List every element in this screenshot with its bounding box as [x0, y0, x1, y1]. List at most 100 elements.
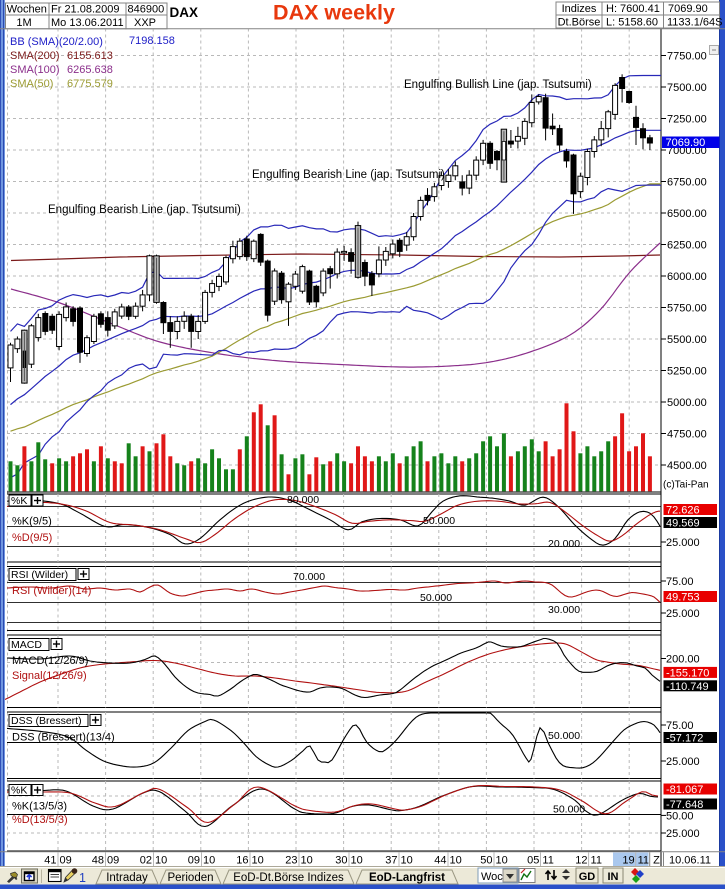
svg-text:846900: 846900 — [128, 4, 165, 16]
svg-text:75.00: 75.00 — [666, 576, 694, 588]
svg-text:80.000: 80.000 — [287, 494, 319, 506]
svg-text:Woc: Woc — [481, 871, 503, 883]
svg-text:%K: %K — [11, 495, 27, 507]
svg-text:50.000: 50.000 — [420, 592, 452, 604]
svg-text:MACD(12/26/9): MACD(12/26/9) — [12, 655, 88, 667]
svg-text:25.000: 25.000 — [666, 608, 700, 620]
svg-text:Dt.Börse: Dt.Börse — [558, 17, 601, 29]
svg-text:25.000: 25.000 — [666, 828, 700, 840]
svg-text:XXP: XXP — [134, 17, 156, 29]
svg-text:6000.00: 6000.00 — [667, 271, 707, 283]
svg-text:25.000: 25.000 — [666, 537, 700, 549]
svg-text:EoD-Langfrist: EoD-Langfrist — [369, 872, 445, 884]
svg-text:L: 5158.60: L: 5158.60 — [606, 17, 658, 29]
svg-text:50.00: 50.00 — [666, 810, 694, 822]
svg-text:5250.00: 5250.00 — [667, 366, 707, 378]
svg-text:48 09: 48 09 — [92, 855, 120, 867]
svg-text:DSS (Bressert): DSS (Bressert) — [11, 715, 82, 727]
svg-text:RSI (Wilder)(14): RSI (Wilder)(14) — [12, 585, 91, 597]
svg-text:(c)Tai-Pan: (c)Tai-Pan — [663, 480, 709, 491]
svg-text:09 10: 09 10 — [188, 855, 216, 867]
svg-text:%D(9/5): %D(9/5) — [12, 532, 52, 544]
svg-text:Indizes: Indizes — [562, 3, 597, 15]
svg-text:7500.00: 7500.00 — [667, 82, 707, 94]
svg-text:DSS (Bressert)(13/4): DSS (Bressert)(13/4) — [12, 732, 115, 744]
svg-text:Engulfing Bearish Line (jap. T: Engulfing Bearish Line (jap. Tsutsumi) — [48, 204, 241, 216]
svg-text:H: 7600.41: H: 7600.41 — [606, 3, 660, 15]
svg-text:Fr 21.08.2009: Fr 21.08.2009 — [51, 4, 120, 16]
svg-text:DAX: DAX — [170, 5, 199, 20]
svg-text:Perioden: Perioden — [167, 872, 213, 884]
svg-text:6500.00: 6500.00 — [667, 208, 707, 220]
svg-text:05 11: 05 11 — [527, 855, 554, 867]
svg-text:5500.00: 5500.00 — [667, 334, 707, 346]
svg-text:Wochen: Wochen — [7, 4, 47, 16]
svg-text:16 10: 16 10 — [236, 855, 264, 867]
svg-text:200.00: 200.00 — [666, 654, 700, 666]
svg-text:7069.90: 7069.90 — [666, 137, 706, 149]
svg-text:SMA(100): SMA(100) — [10, 64, 60, 76]
svg-text:%D(13/5/3): %D(13/5/3) — [12, 814, 68, 826]
svg-text:10.06.11: 10.06.11 — [669, 855, 711, 867]
svg-text:-81.067: -81.067 — [666, 784, 703, 796]
svg-text:-155.170: -155.170 — [666, 667, 709, 679]
svg-text:IN: IN — [608, 871, 619, 883]
svg-text:37 10: 37 10 — [385, 855, 413, 867]
svg-text:BB (SMA)(20/2.00): BB (SMA)(20/2.00) — [10, 36, 103, 48]
svg-text:4750.00: 4750.00 — [667, 429, 707, 441]
svg-text:30 10: 30 10 — [335, 855, 363, 867]
svg-text:7198.158: 7198.158 — [129, 35, 175, 47]
svg-text:6155.613: 6155.613 — [67, 50, 113, 62]
svg-text:1: 1 — [79, 871, 86, 885]
svg-text:49.569: 49.569 — [666, 518, 700, 530]
svg-text:50 10: 50 10 — [480, 855, 508, 867]
svg-text:SMA(50): SMA(50) — [10, 78, 53, 90]
svg-text:50.000: 50.000 — [423, 515, 455, 527]
svg-text:19 11: 19 11 — [622, 855, 649, 867]
svg-text:Engulfing Bearish Line (jap. T: Engulfing Bearish Line (jap. Tsutsumi) — [252, 169, 445, 181]
svg-text:75.00: 75.00 — [666, 720, 694, 732]
svg-text:5000.00: 5000.00 — [667, 397, 707, 409]
svg-text:50.000: 50.000 — [553, 804, 585, 816]
svg-text:%K(13/5/3): %K(13/5/3) — [12, 801, 67, 813]
svg-text:30.000: 30.000 — [548, 604, 580, 616]
svg-text:1133.1/64S: 1133.1/64S — [667, 17, 722, 29]
svg-text:Engulfing Bullish Line (jap. T: Engulfing Bullish Line (jap. Tsutsumi) — [404, 79, 592, 91]
svg-text:7069.90: 7069.90 — [668, 3, 708, 15]
svg-text:7750.00: 7750.00 — [667, 51, 707, 63]
svg-text:-77.648: -77.648 — [666, 799, 703, 811]
svg-text:02 10: 02 10 — [140, 855, 168, 867]
svg-text:Z: Z — [653, 855, 660, 867]
svg-text:GD: GD — [579, 871, 596, 883]
svg-text:20.000: 20.000 — [548, 538, 580, 550]
svg-text:25.000: 25.000 — [666, 756, 700, 768]
svg-text:-57.172: -57.172 — [666, 733, 703, 745]
svg-text:44 10: 44 10 — [434, 855, 462, 867]
svg-text:-110.749: -110.749 — [666, 681, 709, 693]
svg-text:1M: 1M — [16, 17, 31, 29]
svg-text:6750.00: 6750.00 — [667, 177, 707, 189]
svg-text:4500.00: 4500.00 — [667, 460, 707, 472]
svg-text:SMA(200): SMA(200) — [10, 50, 60, 62]
svg-text:49.753: 49.753 — [666, 592, 700, 604]
svg-text:5750.00: 5750.00 — [667, 303, 707, 315]
svg-text:Intraday: Intraday — [106, 872, 148, 884]
svg-text:RSI (Wilder): RSI (Wilder) — [11, 569, 68, 581]
svg-text:Signal(12/26/9): Signal(12/26/9) — [12, 670, 87, 682]
svg-text:DAX weekly: DAX weekly — [273, 1, 395, 25]
svg-text:%K(9/5): %K(9/5) — [12, 516, 52, 528]
svg-text:MACD: MACD — [11, 639, 42, 651]
svg-text:12 11: 12 11 — [575, 855, 602, 867]
svg-text:6265.638: 6265.638 — [67, 64, 113, 76]
svg-text:Mo 13.06.2011: Mo 13.06.2011 — [51, 17, 124, 29]
svg-text:41 09: 41 09 — [44, 855, 72, 867]
svg-text:%K: %K — [11, 785, 27, 797]
svg-text:6250.00: 6250.00 — [667, 240, 707, 252]
svg-text:6775.579: 6775.579 — [67, 78, 113, 90]
svg-text:50.000: 50.000 — [548, 730, 580, 742]
svg-text:23 10: 23 10 — [285, 855, 313, 867]
svg-text:72.626: 72.626 — [666, 505, 700, 517]
svg-text:70.000: 70.000 — [293, 571, 325, 583]
svg-text:EoD-Dt.Börse Indizes: EoD-Dt.Börse Indizes — [233, 872, 344, 884]
svg-text:7250.00: 7250.00 — [667, 114, 707, 126]
